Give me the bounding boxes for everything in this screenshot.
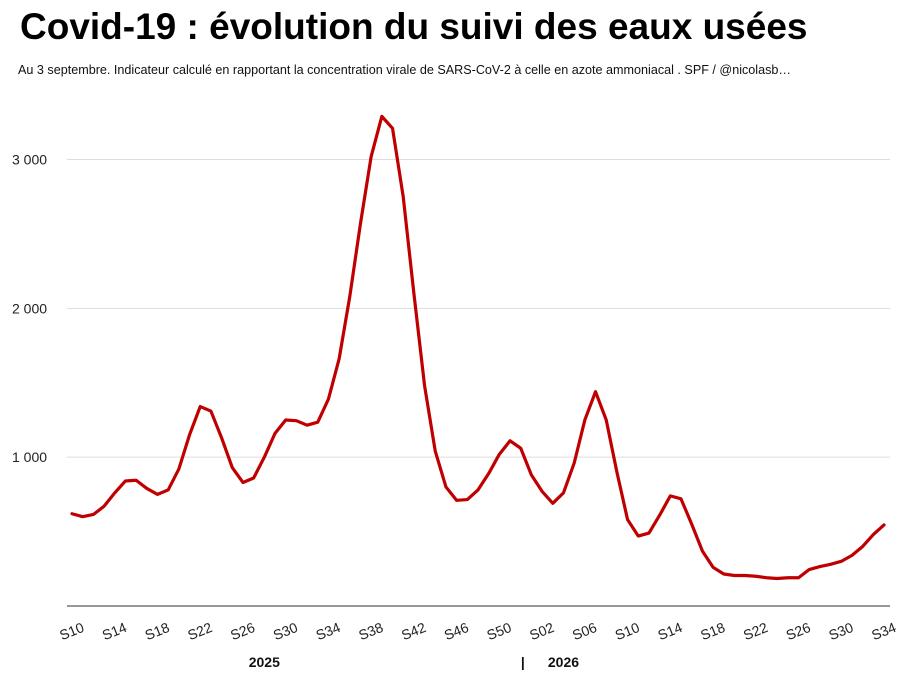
x-tick-label: S34 (313, 619, 342, 643)
chart-title: Covid-19 : évolution du suivi des eaux u… (20, 6, 808, 47)
x-tick-label: S22 (185, 619, 214, 643)
y-tick-label: 2 000 (12, 300, 47, 316)
x-tick-label: S46 (442, 619, 471, 643)
year-label: | (521, 654, 525, 670)
x-tick-label: S26 (228, 619, 257, 643)
x-tick-label: S06 (570, 619, 599, 643)
x-tick-label: S42 (399, 619, 428, 643)
x-tick-label: S38 (356, 619, 385, 643)
x-axis-ticks: S10 S14 S18 S22 S26 S30 S34 S38 S42 S46 S50 S02 S06 S… (57, 619, 898, 643)
x-tick-label: S10 (613, 619, 642, 643)
series-line-0 (70, 114, 886, 581)
x-tick-label: S34 (869, 619, 898, 643)
x-tick-label: S14 (100, 619, 129, 643)
x-tick-label: S30 (826, 619, 855, 643)
series-layer (70, 114, 886, 581)
x-tick-label: S02 (527, 619, 556, 643)
year-labels: 2025 | 2026 (249, 654, 580, 670)
year-label: 2026 (548, 654, 579, 670)
y-axis-ticks: 1 000 2 000 3 000 (12, 152, 47, 466)
x-tick-label: S14 (655, 619, 684, 643)
x-tick-label: S50 (484, 619, 513, 643)
x-tick-label: S26 (784, 619, 813, 643)
y-tick-label: 1 000 (12, 449, 47, 465)
gridlines (67, 159, 890, 458)
y-tick-label: 3 000 (12, 152, 47, 168)
x-tick-label: S30 (271, 619, 300, 643)
year-label: 2025 (249, 654, 280, 670)
x-tick-label: S18 (143, 619, 172, 643)
x-tick-label: S18 (698, 619, 727, 643)
x-tick-label: S10 (57, 619, 86, 643)
x-tick-label: S22 (741, 619, 770, 643)
